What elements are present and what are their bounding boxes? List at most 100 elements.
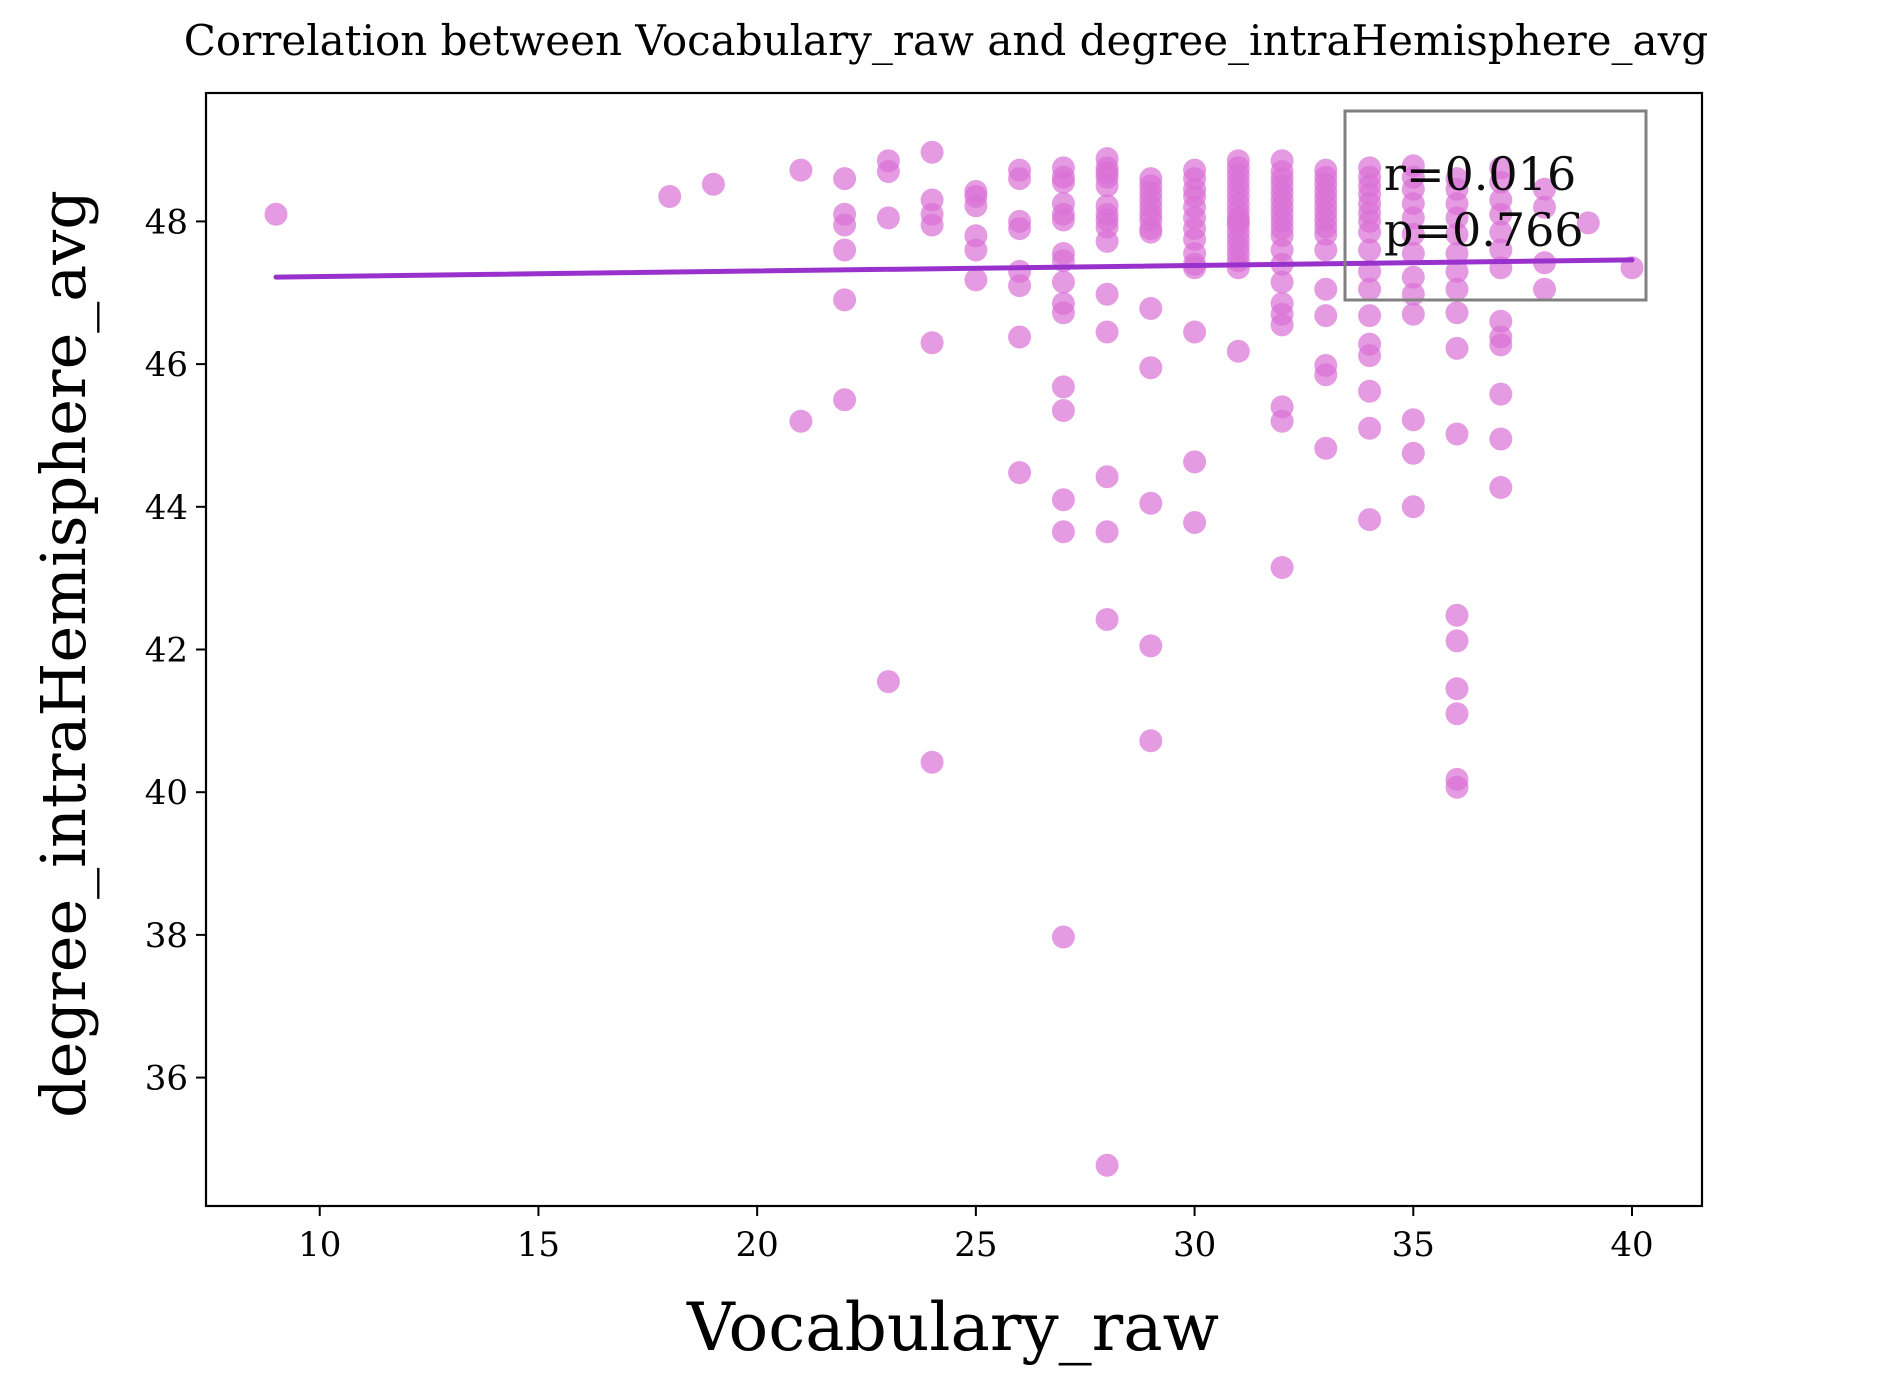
data-point [1095,282,1119,306]
data-point [1445,422,1469,446]
data-point [1095,608,1119,631]
regression-line-layer [273,257,1635,280]
data-point [1489,238,1513,262]
data-point [1008,274,1032,298]
y-tick-label: 38 [145,916,188,956]
data-point [1401,441,1425,465]
data-point [1051,270,1075,294]
data-point [1008,461,1032,485]
y-tick-label: 48 [145,202,188,242]
annotation-frame [1343,109,1648,302]
data-point [876,670,900,694]
chart-title: Correlation between Vocabulary_raw and d… [184,16,1708,65]
x-axis-ticks: 10 15 20 25 30 35 40 [298,1206,1654,1265]
data-point [1445,242,1469,265]
data-point [1445,336,1469,360]
y-tick-label: 42 [145,631,188,671]
data-point [1051,170,1075,194]
y-tick-label: 44 [145,488,188,528]
data-point [789,409,813,433]
data-point [1576,211,1600,235]
data-point [833,213,857,237]
data-point [1401,495,1425,519]
y-tick-label: 36 [145,1059,188,1099]
data-point [1051,375,1075,399]
data-point [658,185,682,208]
data-point [1314,277,1338,301]
data-point [1489,170,1513,194]
y-tick-label: 46 [145,345,188,385]
data-point [920,140,944,164]
data-point [1314,304,1338,328]
data-point [1270,409,1294,433]
annotation-box: r=0.016 p=0.766 [1343,109,1648,302]
data-point [1051,399,1075,422]
data-point [1008,325,1032,349]
data-point [1489,427,1513,451]
data-point [1358,220,1382,244]
data-point [1183,450,1207,474]
data-point [1489,382,1513,406]
data-point [1051,925,1075,949]
data-point [789,158,813,182]
data-point [1095,520,1119,544]
data-point [1445,259,1469,283]
y-axis-ticks: 36 38 40 42 44 46 48 [145,202,206,1099]
data-point [1358,508,1382,532]
data-point [833,288,857,312]
data-point [833,388,857,412]
data-point [1051,488,1075,512]
data-point [1008,217,1032,241]
data-point [1139,491,1163,515]
data-point [1401,242,1425,265]
data-point [1445,702,1469,726]
data-point [1314,238,1338,262]
x-tick-label: 35 [1392,1225,1435,1265]
data-point [1445,206,1469,230]
data-point [1314,363,1338,387]
data-point [1051,208,1075,232]
data-point [1139,634,1163,658]
data-point [1358,344,1382,368]
y-tick-label: 40 [145,773,188,813]
data-point [1095,161,1119,185]
x-axis-label: Vocabulary_raw [686,1289,1219,1366]
data-point [1489,220,1513,244]
data-point [1095,465,1119,489]
data-point [1183,511,1207,534]
x-tick-label: 10 [298,1225,341,1265]
data-point [1270,313,1294,337]
x-tick-label: 25 [954,1225,997,1265]
data-point [1358,238,1382,262]
data-point [1051,520,1075,544]
data-point [1183,185,1207,208]
data-point [1270,270,1294,294]
data-point [1358,379,1382,403]
data-point [876,206,900,230]
x-tick-label: 30 [1173,1225,1216,1265]
data-point [1139,356,1163,380]
points-layer [264,140,1644,1177]
data-point [1489,333,1513,357]
data-point [1445,677,1469,701]
data-point [1051,301,1075,325]
data-point [264,202,288,226]
data-point [964,238,988,262]
data-point [1401,265,1425,289]
x-tick-label: 20 [736,1225,779,1265]
x-tick-label: 15 [517,1225,560,1265]
data-point [920,331,944,355]
data-point [1445,629,1469,653]
data-point [1489,202,1513,226]
data-point [1139,729,1163,753]
data-point [920,750,944,774]
data-point [1226,339,1250,363]
data-point [1445,277,1469,301]
data-point [1401,282,1425,306]
data-point [1358,304,1382,328]
annotation-p-value: p=0.766 [1384,203,1584,257]
data-point [1533,277,1556,301]
data-point [1401,408,1425,432]
annotation-r-value: r=0.016 [1384,147,1576,201]
